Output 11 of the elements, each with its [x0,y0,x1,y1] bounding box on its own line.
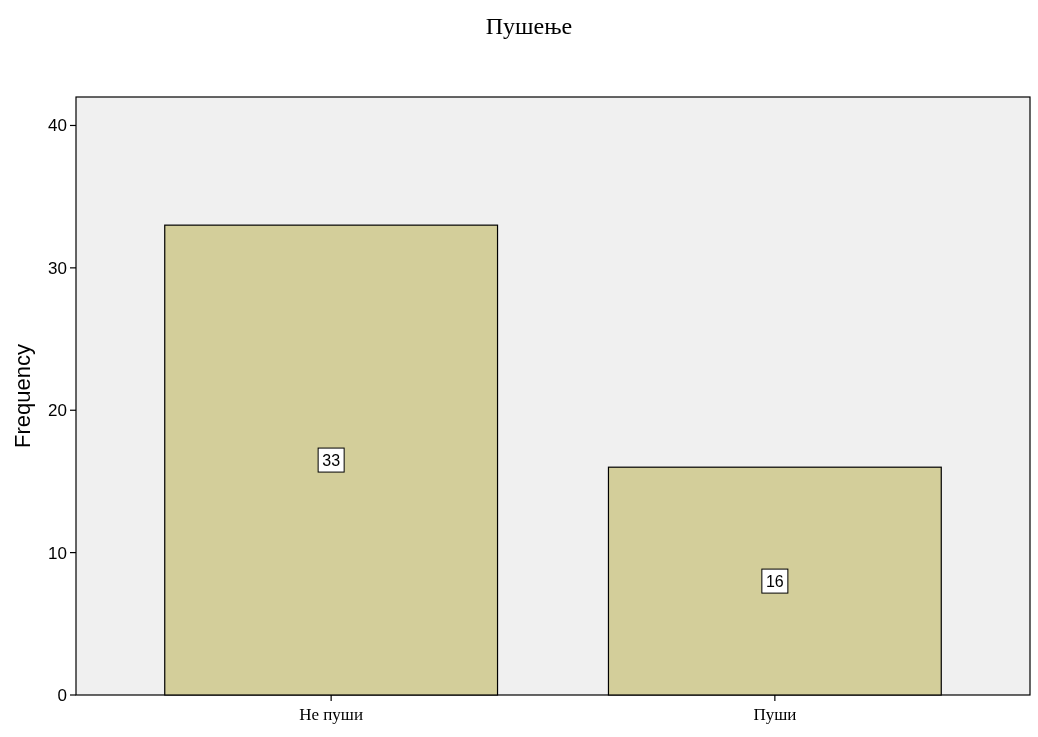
y-tick-label: 40 [48,116,67,136]
chart-title: Пушење [485,13,573,39]
y-axis-title: Frequency [10,344,35,448]
y-tick-label: 30 [48,258,67,278]
y-tick-label: 10 [48,543,67,563]
x-tick-label: Пуши [753,705,797,724]
x-tick-label: Не пуши [299,705,364,724]
y-tick-label: 20 [48,401,67,421]
data-label: 33 [322,452,341,470]
data-label: 16 [765,573,784,591]
y-tick-label: 0 [57,686,67,705]
